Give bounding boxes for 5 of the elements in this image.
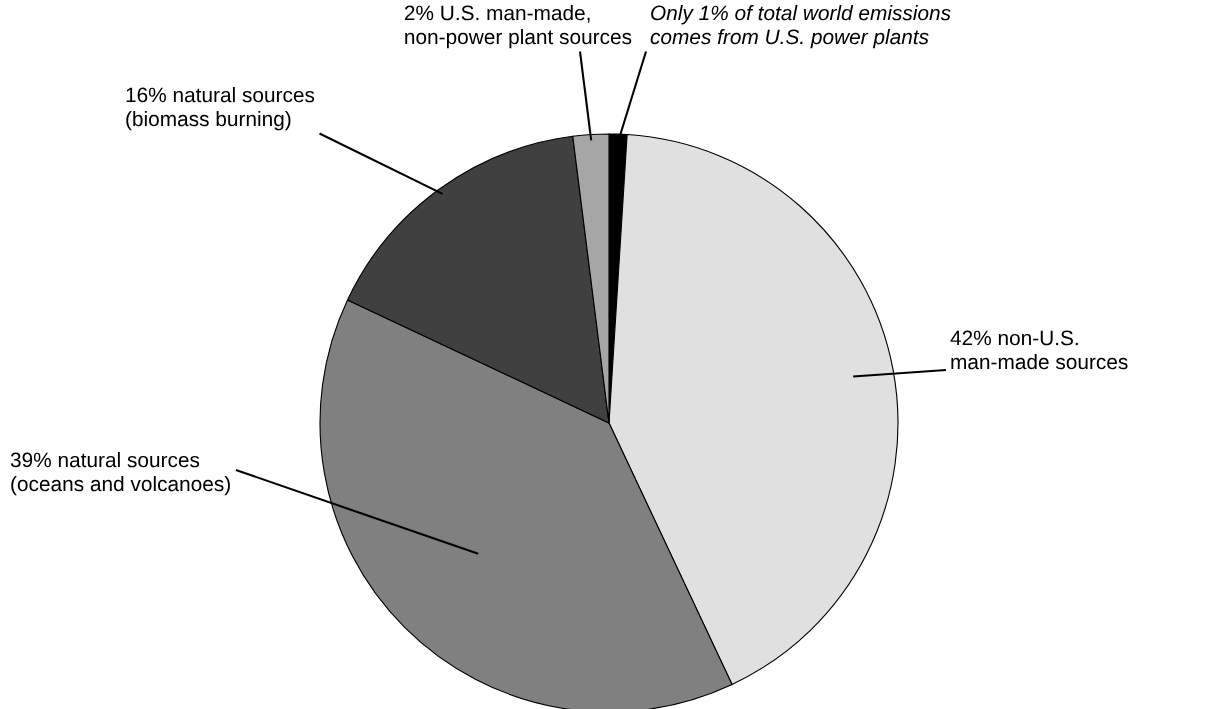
text: Only 1% of total world emissions comes from U.S. power plants — [650, 5, 951, 49]
slice-label: 2% U.S. man-made, non-power plant sources — [404, 5, 632, 49]
slice-label: 42% non-U.S. man-made sources — [950, 330, 1128, 370]
slice-label: 16% natural sources (biomass burning) — [126, 87, 315, 131]
slice-label: 39% natural sources (oceans and volcanoes) — [10, 452, 230, 496]
